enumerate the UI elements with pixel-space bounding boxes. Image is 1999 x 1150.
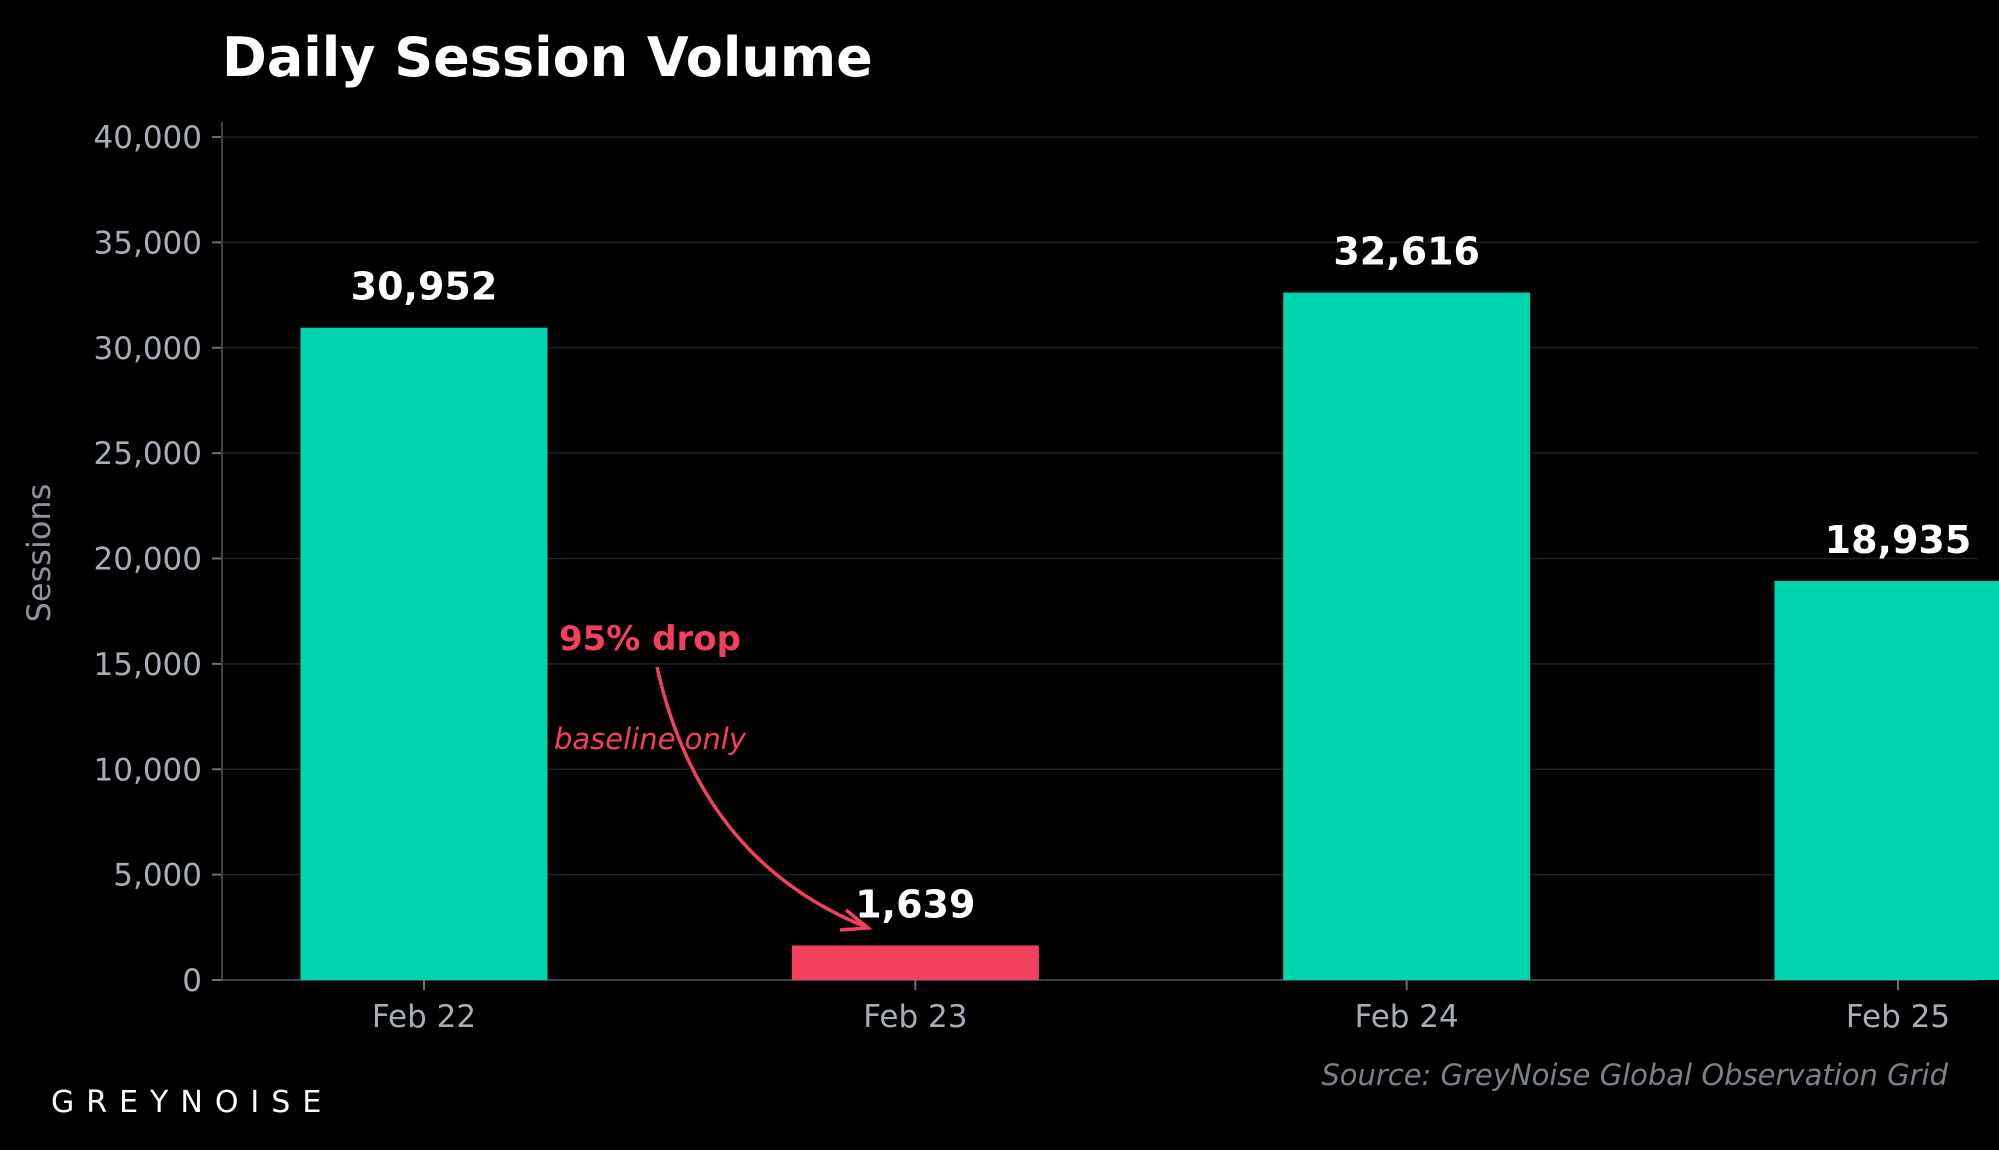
y-tick-label: 0 (182, 963, 202, 999)
source-note: Source: GreyNoise Global Observation Gri… (1321, 1058, 1948, 1092)
annotation-arrowhead (839, 908, 873, 932)
x-tick-label: Feb 24 (1355, 999, 1459, 1035)
y-tick-label: 25,000 (94, 436, 202, 472)
data-labels: 30,952 1,639 32,616 18,935 (351, 230, 1972, 927)
bar-feb-23 (791, 945, 1039, 980)
y-tick-label: 15,000 (94, 647, 202, 683)
bar-feb-22 (300, 327, 548, 980)
y-tick-labels: 0 5,000 10,000 15,000 20,000 25,000 30,000 35,0… (94, 120, 202, 999)
data-label: 32,616 (1333, 230, 1480, 274)
brand-logo: GREYNOISE (51, 1085, 333, 1120)
annotation-text: 95% drop (559, 619, 741, 659)
annotation-arrow (655, 666, 867, 929)
data-label: 30,952 (351, 265, 498, 309)
data-label: 1,639 (855, 882, 975, 926)
x-tick-label: Feb 22 (372, 999, 476, 1035)
bar-feb-24 (1283, 292, 1531, 980)
x-tick-label: Feb 23 (863, 999, 967, 1035)
annotation-subtext: baseline only (554, 722, 747, 756)
y-axis-label: Sessions (20, 484, 58, 623)
y-tick-label: 40,000 (94, 120, 202, 156)
drop-annotation: 95% drop baseline only (554, 619, 873, 932)
y-tick-label: 10,000 (94, 752, 202, 788)
data-label: 18,935 (1825, 518, 1972, 562)
x-tick-label: Feb 25 (1846, 999, 1950, 1035)
y-tick-label: 35,000 (94, 225, 202, 261)
y-tick-label: 5,000 (113, 858, 202, 894)
bars (300, 292, 1999, 980)
x-tick-labels: Feb 22 Feb 23 Feb 24 Feb 25 (372, 980, 1950, 1035)
y-tick-label: 30,000 (94, 331, 202, 367)
y-tick-label: 20,000 (94, 542, 202, 578)
chart-title: Daily Session Volume (222, 26, 873, 89)
bar-feb-25 (1774, 580, 1999, 980)
